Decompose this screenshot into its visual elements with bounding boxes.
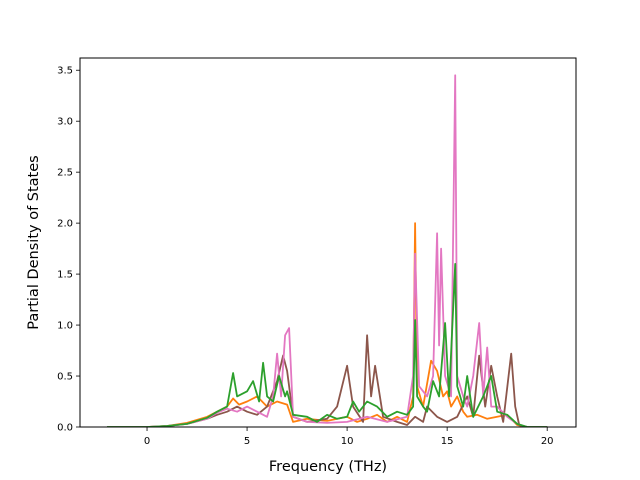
y-tick-label: 1.5 xyxy=(57,270,73,281)
y-tick-label: 3.5 xyxy=(57,66,73,77)
series-line-2 xyxy=(107,334,548,427)
y-axis-ticks: 0.0 0.5 1.0 1.5 2.0 2.5 3.0 3.5 xyxy=(57,66,80,434)
x-axis-ticks: 0 5 10 15 20 xyxy=(144,427,554,447)
y-tick-label: 2.5 xyxy=(57,168,73,179)
plot-frame xyxy=(79,57,577,428)
x-axis-label: Frequency (THz) xyxy=(269,459,387,475)
y-tick-label: 2.0 xyxy=(57,219,73,230)
x-tick-label: 10 xyxy=(341,436,354,447)
series-line-3 xyxy=(107,74,548,427)
y-tick-label: 0.0 xyxy=(57,423,73,434)
y-tick-label: 3.0 xyxy=(57,117,73,128)
x-tick-label: 5 xyxy=(244,436,250,447)
x-tick-label: 0 xyxy=(144,436,150,447)
x-tick-label: 20 xyxy=(541,436,554,447)
x-tick-label: 15 xyxy=(441,436,454,447)
y-axis-label: Partial Density of States xyxy=(26,155,42,329)
series-layer xyxy=(107,74,548,427)
series-line-4 xyxy=(107,263,548,427)
y-tick-label: 0.5 xyxy=(57,372,73,383)
y-tick-label: 1.0 xyxy=(57,321,73,332)
